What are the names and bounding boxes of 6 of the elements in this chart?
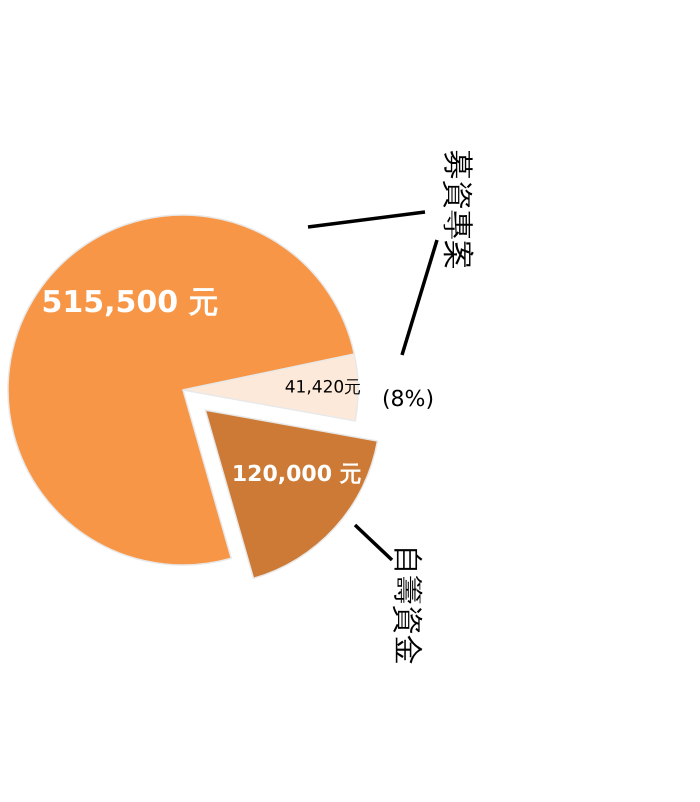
data-label: 515,500 元 [42, 285, 219, 320]
data-label: 120,000 元 [232, 462, 362, 487]
slice-label: 自籌資金 [390, 545, 425, 665]
slice-label: 募資專案 [440, 150, 475, 270]
text: (8%) [382, 387, 434, 412]
data-label: 41,420元 [284, 378, 362, 398]
